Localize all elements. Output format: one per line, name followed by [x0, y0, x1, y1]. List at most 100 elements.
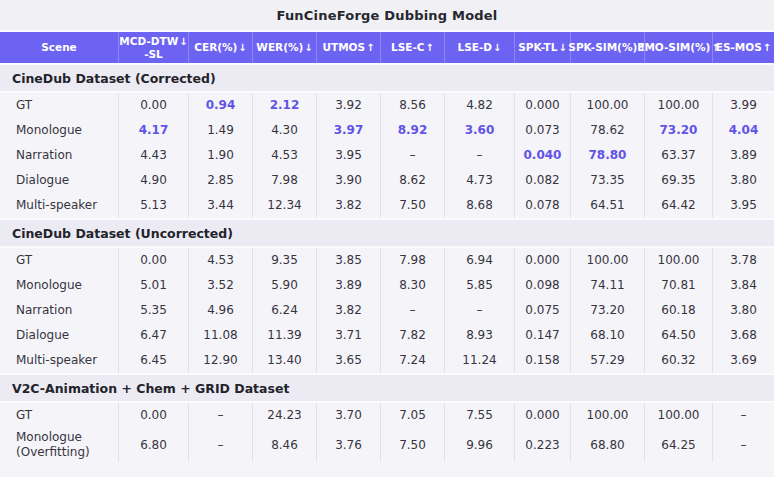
metric-value: 11.08: [188, 323, 252, 348]
metric-value: 3.99: [712, 93, 774, 118]
metric-value: 0.073: [514, 118, 570, 143]
metric-value: 3.85: [316, 248, 380, 273]
metric-value: 7.98: [380, 248, 444, 273]
table-row: GT0.000.942.123.928.564.820.000100.00100…: [0, 93, 774, 118]
metric-value: 2.85: [188, 168, 252, 193]
arrow-down-icon: ↓: [304, 42, 312, 54]
metric-value: 5.35: [118, 298, 188, 323]
metric-value: 11.39: [252, 323, 316, 348]
metric-value: 9.96: [444, 428, 514, 462]
section-header: CineDub Dataset (Corrected): [0, 65, 774, 91]
metric-value: 73.20: [644, 118, 712, 143]
metric-value: 3.95: [712, 193, 774, 218]
scene-label: Monologue: [0, 273, 118, 298]
metric-value: 8.30: [380, 273, 444, 298]
column-header-wer: WER(%)↓: [252, 32, 316, 63]
metric-value: 69.35: [644, 168, 712, 193]
page-title: FunCineForge Dubbing Model: [276, 8, 497, 23]
scene-label: Dialogue: [0, 168, 118, 193]
metric-value: 7.82: [380, 323, 444, 348]
metric-value: 0.000: [514, 403, 570, 428]
metric-value: 0.075: [514, 298, 570, 323]
table-row: Monologue5.013.525.903.898.305.850.09874…: [0, 273, 774, 298]
arrow-down-icon: ↓: [493, 42, 501, 54]
table-row: Monologue (Overfitting)6.80–8.463.767.50…: [0, 428, 774, 462]
metric-value: 0.078: [514, 193, 570, 218]
metric-value: 8.93: [444, 323, 514, 348]
section-data-block: GT0.004.539.353.857.986.940.000100.00100…: [0, 248, 774, 373]
metric-value: 0.223: [514, 428, 570, 462]
metric-value: 4.90: [118, 168, 188, 193]
metric-value: 0.158: [514, 348, 570, 373]
metric-value: 3.71: [316, 323, 380, 348]
column-label: ES-MOS: [716, 41, 762, 53]
table-header-row: SceneMCD-DTW↓-SLCER(%)↓WER(%)↓UTMOS↑LSE-…: [0, 32, 774, 63]
metric-value: 64.50: [644, 323, 712, 348]
metric-value: 3.90: [316, 168, 380, 193]
section-title: CineDub Dataset (Uncorrected): [12, 226, 233, 241]
metric-value: 64.51: [570, 193, 644, 218]
metric-value: 3.82: [316, 193, 380, 218]
section-data-block: GT0.000.942.123.928.564.820.000100.00100…: [0, 93, 774, 218]
metric-value: 8.56: [380, 93, 444, 118]
scene-label: Narration: [0, 298, 118, 323]
metric-value: 8.68: [444, 193, 514, 218]
metric-value: 3.65: [316, 348, 380, 373]
metric-value: 57.29: [570, 348, 644, 373]
column-header-cer: CER(%)↓: [188, 32, 252, 63]
metric-value: 7.05: [380, 403, 444, 428]
table-row: Multi-speaker5.133.4412.343.827.508.680.…: [0, 193, 774, 218]
column-label: EMO-SIM(%): [637, 41, 710, 53]
scene-label: Dialogue: [0, 323, 118, 348]
table-row: Multi-speaker6.4512.9013.403.657.2411.24…: [0, 348, 774, 373]
metric-value: 100.00: [570, 93, 644, 118]
column-label: LSE-D: [458, 41, 493, 53]
metric-value: 3.44: [188, 193, 252, 218]
column-header-lse-d: LSE-D↓: [444, 32, 514, 63]
metric-value: 4.43: [118, 143, 188, 168]
dubbing-model-results-table: FunCineForge Dubbing Model SceneMCD-DTW↓…: [0, 0, 774, 477]
metric-value: 3.76: [316, 428, 380, 462]
table-row: Narration5.354.966.243.82––0.07573.2060.…: [0, 298, 774, 323]
metric-value: 3.68: [712, 323, 774, 348]
metric-value: 0.098: [514, 273, 570, 298]
section-header: CineDub Dataset (Uncorrected): [0, 220, 774, 246]
column-header-emo-sim: EMO-SIM(%)↑: [644, 32, 712, 63]
column-header-spk-sim: SPK-SIM(%)↑: [570, 32, 644, 63]
scene-label: Narration: [0, 143, 118, 168]
metric-value: 3.92: [316, 93, 380, 118]
metric-value: 4.73: [444, 168, 514, 193]
metric-value: 4.53: [188, 248, 252, 273]
metric-value: 4.30: [252, 118, 316, 143]
metric-value: 3.78: [712, 248, 774, 273]
metric-value: 3.80: [712, 168, 774, 193]
column-label: MCD-DTW: [119, 35, 178, 47]
metric-value: 100.00: [570, 403, 644, 428]
metric-value: 11.24: [444, 348, 514, 373]
metric-value: 60.18: [644, 298, 712, 323]
metric-value: 2.12: [252, 93, 316, 118]
metric-value: 7.50: [380, 193, 444, 218]
metric-value: 4.53: [252, 143, 316, 168]
metric-value: 64.42: [644, 193, 712, 218]
metric-value: 6.80: [118, 428, 188, 462]
metric-value: 8.62: [380, 168, 444, 193]
metric-value: 7.50: [380, 428, 444, 462]
metric-value: 0.00: [118, 248, 188, 273]
metric-value: 6.47: [118, 323, 188, 348]
table-row: GT0.00–24.233.707.057.550.000100.00100.0…: [0, 403, 774, 428]
section-title: CineDub Dataset (Corrected): [12, 71, 216, 86]
scene-label: Monologue (Overfitting): [0, 428, 118, 462]
metric-value: 6.45: [118, 348, 188, 373]
metric-value: 5.01: [118, 273, 188, 298]
column-label-line2: -SL: [144, 48, 163, 60]
metric-value: 1.90: [188, 143, 252, 168]
scene-label: Monologue: [0, 118, 118, 143]
metric-value: 3.95: [316, 143, 380, 168]
metric-value: –: [444, 143, 514, 168]
scene-label: GT: [0, 403, 118, 428]
metric-value: 73.20: [570, 298, 644, 323]
metric-value: –: [188, 403, 252, 428]
metric-value: –: [712, 403, 774, 428]
metric-value: 1.49: [188, 118, 252, 143]
